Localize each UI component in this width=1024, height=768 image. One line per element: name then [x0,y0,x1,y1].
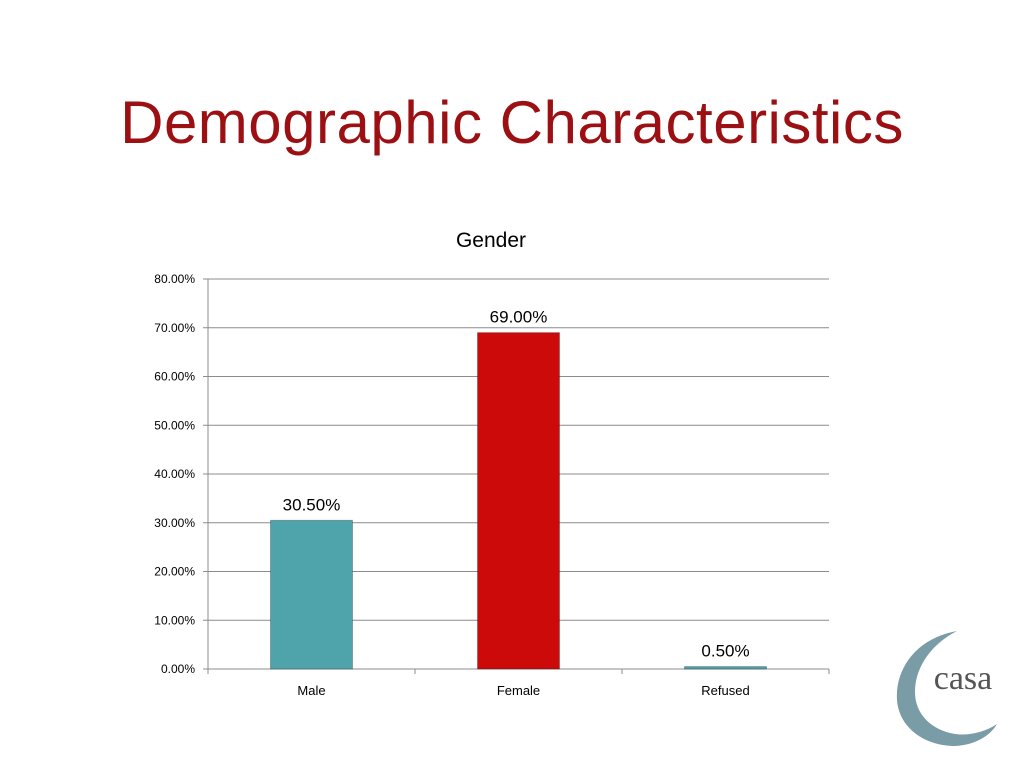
slide-title: Demographic Characteristics [120,89,904,156]
data-label-refused: 0.50% [701,642,749,661]
y-tick-label: 60.00% [154,370,195,384]
y-tick-label: 20.00% [154,565,195,579]
labels: 0.00% 10.00% 20.00% 30.00% 40.00% 50.00% 60.00… [154,272,749,698]
y-tick-label: 0.00% [161,662,195,676]
category-label-male: Male [297,683,325,698]
data-label-female: 69.00% [490,308,548,327]
y-tick-label: 80.00% [154,272,195,286]
logo-wordmark: casa [934,660,993,697]
bar-female [477,332,560,670]
category-label-refused: Refused [701,683,749,698]
y-tick-label: 70.00% [154,321,195,335]
bars [270,332,767,670]
logo-swoosh-icon [896,631,997,746]
y-tick-label: 10.00% [154,613,195,627]
chart-title: Gender [456,229,526,252]
y-tick-label: 30.00% [154,516,195,530]
y-tick-label: 50.00% [154,418,195,432]
bar-refused [684,666,767,670]
category-label-female: Female [497,683,540,698]
y-tick-label: 40.00% [154,467,195,481]
data-label-male: 30.50% [283,495,341,514]
bar-male [270,519,353,670]
casa-logo: casa [896,631,997,746]
